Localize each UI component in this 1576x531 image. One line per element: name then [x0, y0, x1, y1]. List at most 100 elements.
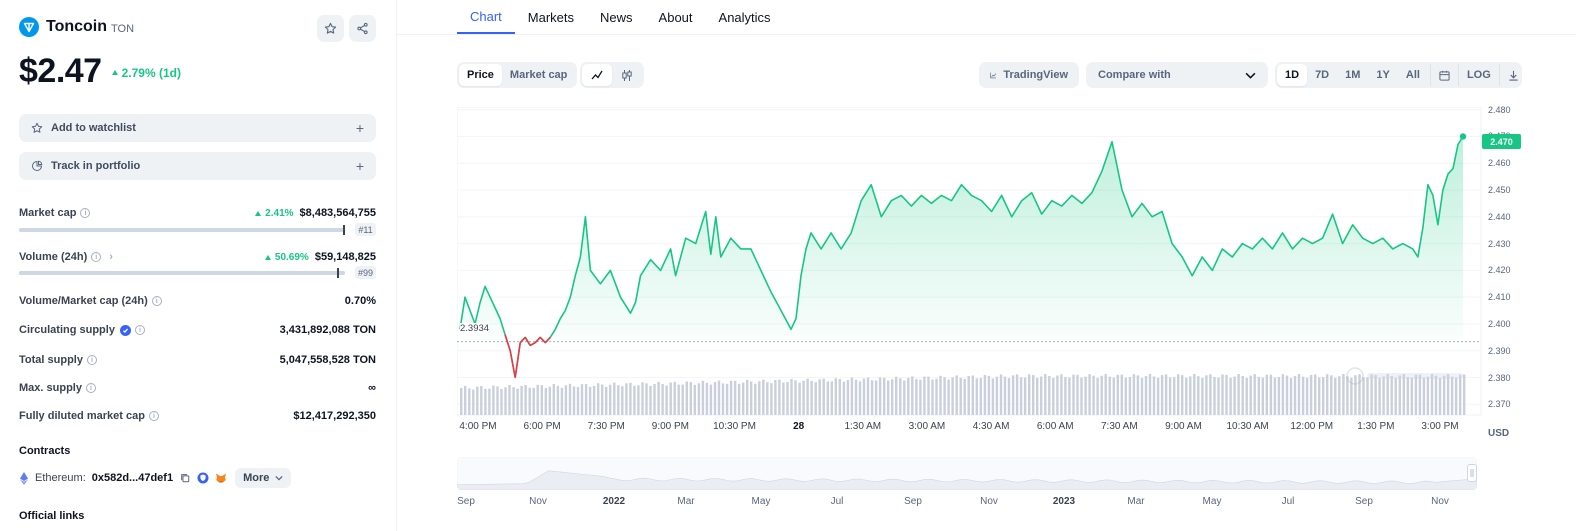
volume-bar	[766, 382, 769, 415]
time-range-toggle: 1D 7D 1M 1Y All LOG	[1275, 62, 1522, 88]
volume-bar	[1414, 374, 1418, 415]
favorite-button[interactable]	[317, 15, 344, 42]
volume-bar	[1019, 377, 1023, 415]
max-supply-label: Max. supply	[19, 382, 82, 394]
price-toggle-button[interactable]: Price	[459, 64, 502, 86]
shield-icon[interactable]	[197, 472, 209, 484]
volume-bar	[746, 379, 749, 415]
volume-bar	[729, 380, 733, 415]
volume-bar	[1422, 377, 1426, 415]
volume-bar	[1430, 374, 1434, 415]
info-icon[interactable]: i	[148, 411, 159, 421]
navigator-handle[interactable]	[1467, 464, 1477, 482]
info-icon[interactable]: i	[80, 208, 91, 218]
volume-bar	[770, 383, 773, 415]
share-icon	[357, 22, 368, 35]
stat-label: Fully diluted market cap i	[19, 410, 159, 422]
rank-bar-fill	[19, 228, 345, 232]
volume-bar	[939, 375, 942, 415]
info-icon[interactable]: i	[151, 296, 162, 306]
volume-bar	[899, 378, 902, 415]
candlestick-chart-button[interactable]	[612, 64, 642, 86]
info-icon[interactable]: i	[134, 325, 145, 335]
download-button[interactable]	[1498, 64, 1527, 86]
range-1y-button[interactable]: 1Y	[1376, 69, 1390, 81]
volume-bar	[1450, 376, 1454, 415]
volume-bar	[653, 384, 656, 415]
current-price-dot	[1459, 133, 1467, 140]
range-1d-button[interactable]: 1D	[1277, 64, 1308, 86]
info-icon[interactable]: i	[85, 383, 96, 393]
y-tick-label: 2.430	[1488, 238, 1511, 249]
market-cap-rank-bar	[19, 225, 345, 235]
range-navigator[interactable]	[457, 457, 1477, 490]
volume-bar	[774, 380, 777, 415]
volume-bar	[1221, 374, 1224, 415]
volume-bar	[854, 379, 858, 415]
stat-label: Total supply i	[19, 354, 97, 366]
volume-bar	[1326, 374, 1329, 415]
x-tick-label: 1:30 PM	[1357, 421, 1395, 432]
copy-icon[interactable]	[179, 472, 191, 484]
range-7d-button[interactable]: 7D	[1315, 69, 1330, 81]
volume-bar	[1217, 377, 1220, 415]
volume-bar	[1454, 377, 1458, 415]
volume-bar	[548, 386, 551, 415]
volume-bar	[1048, 376, 1051, 415]
market-cap-toggle-button[interactable]: Market cap	[509, 69, 568, 81]
price-chart[interactable]: 2.480 2.470 2.460 2.450 2.440 2.430 2.420 2.410…	[457, 105, 1521, 439]
navigator-tick-label: Mar	[677, 496, 695, 507]
tab-chart[interactable]: Chart	[457, 0, 515, 34]
stat-value: 50.69% $59,148,825	[264, 251, 376, 263]
price-mcap-toggle: Price Market cap	[457, 62, 578, 88]
chevron-right-icon[interactable]: ›	[109, 251, 113, 263]
stat-label: Max. supply i	[19, 382, 96, 394]
volume-bar	[1132, 374, 1136, 415]
add-to-watchlist-button[interactable]: Add to watchlist +	[19, 114, 376, 142]
navigator-history-area	[457, 470, 1477, 490]
volume-bar	[568, 383, 572, 415]
tab-about[interactable]: About	[658, 9, 693, 25]
volume-bar	[625, 383, 628, 415]
tab-markets[interactable]: Markets	[527, 9, 575, 25]
volume-bar	[1257, 376, 1260, 415]
volume-bar	[460, 388, 463, 415]
volume-bar	[814, 382, 817, 415]
x-tick-label: 10:30 PM	[713, 421, 756, 432]
tradingview-button[interactable]: TradingView	[979, 62, 1079, 88]
volume-bar	[508, 385, 511, 415]
navigator-tick-label: Sep	[904, 496, 922, 507]
tab-news[interactable]: News	[600, 9, 633, 25]
navigator-tick-label: May	[751, 496, 771, 507]
volume-bar	[1060, 374, 1063, 415]
market-cap-label: Market cap	[19, 207, 77, 219]
share-button[interactable]	[349, 15, 376, 42]
log-scale-button[interactable]: LOG	[1457, 64, 1499, 86]
info-icon[interactable]: i	[86, 355, 97, 365]
metamask-fox-icon[interactable]	[215, 472, 227, 484]
range-all-button[interactable]: All	[1405, 69, 1420, 81]
volume-bar	[1084, 376, 1087, 415]
calendar-button[interactable]	[1429, 64, 1458, 86]
volume-bar	[1249, 375, 1252, 415]
contract-address[interactable]: 0x582d...47def1	[91, 472, 174, 484]
volume-bar	[1390, 376, 1393, 415]
compare-with-dropdown[interactable]: Compare with	[1086, 62, 1268, 88]
tab-analytics[interactable]: Analytics	[718, 9, 771, 25]
more-contracts-button[interactable]: More	[235, 468, 292, 488]
volume-bar	[1438, 378, 1442, 415]
max-supply-value: ∞	[368, 382, 376, 394]
info-icon[interactable]: i	[91, 252, 102, 262]
market-cap-change: 2.41%	[255, 208, 294, 219]
total-supply-label: Total supply	[19, 354, 83, 366]
volume-bar	[895, 376, 898, 415]
range-1m-button[interactable]: 1M	[1345, 69, 1361, 81]
volume-bar	[874, 380, 878, 415]
chart-type-toggle	[580, 62, 644, 88]
track-in-portfolio-button[interactable]: Track in portfolio +	[19, 152, 376, 180]
verified-check-icon	[119, 324, 131, 336]
fdmc-value: $12,417,292,350	[293, 410, 376, 422]
line-chart-button[interactable]	[582, 64, 612, 86]
volume-bar	[1285, 375, 1289, 415]
volume-bar	[609, 384, 612, 415]
